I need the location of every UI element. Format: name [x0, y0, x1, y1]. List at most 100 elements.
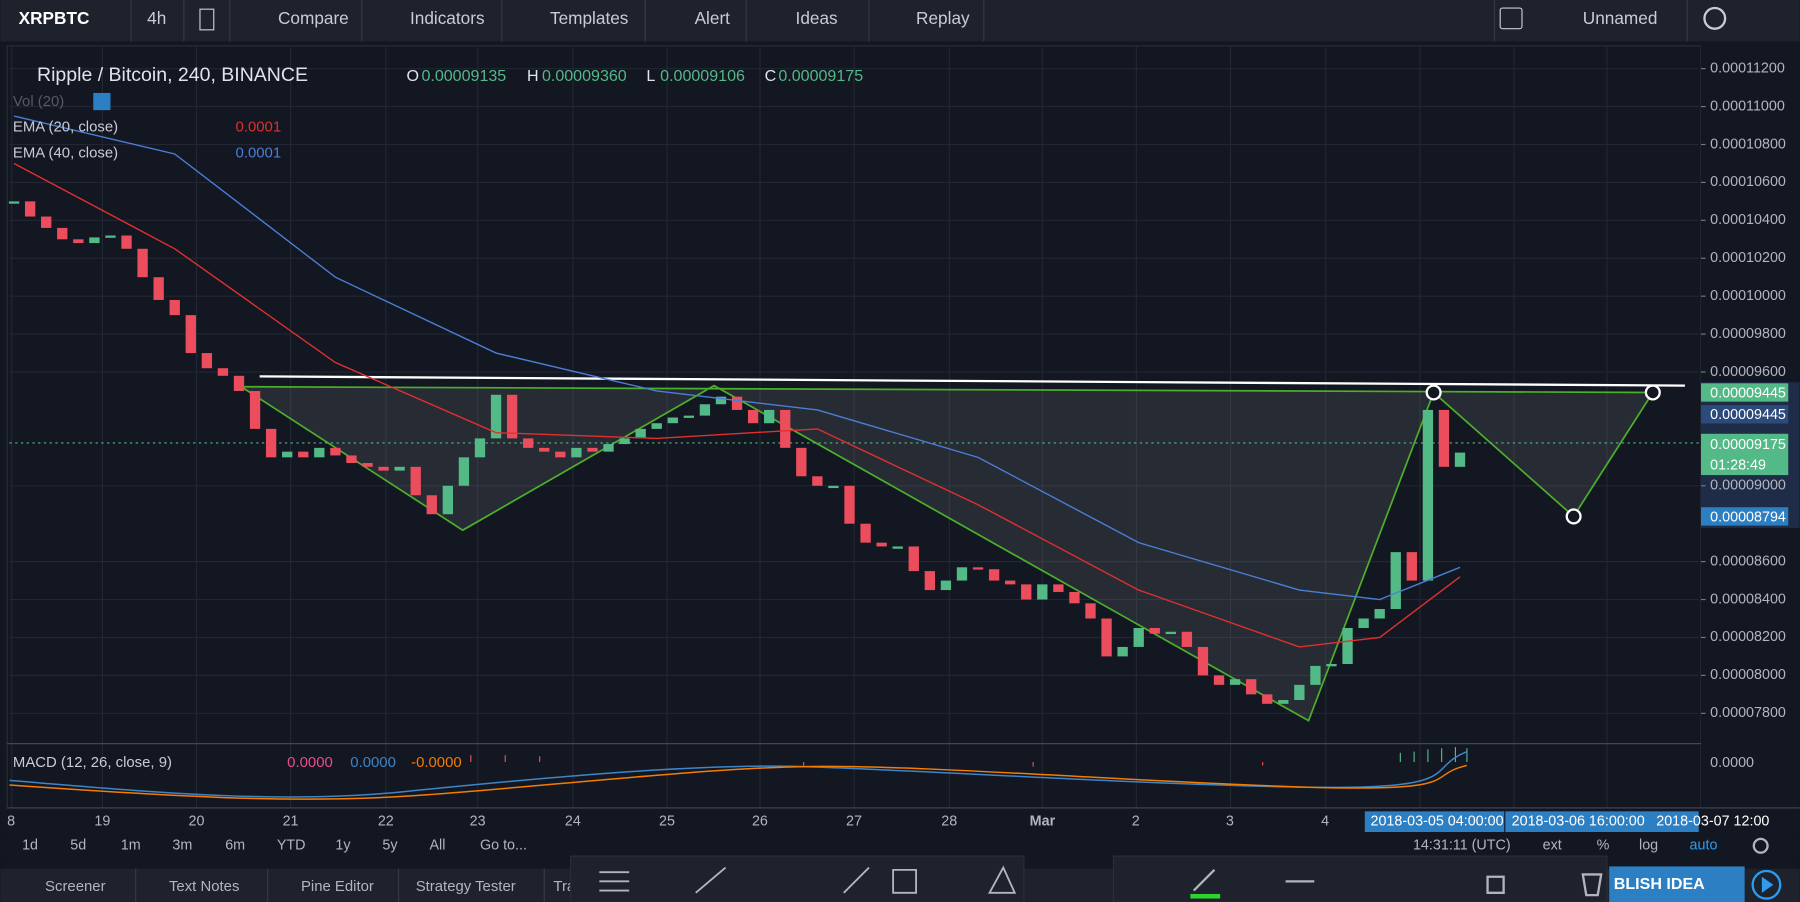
candle	[796, 447, 807, 477]
candle	[1053, 584, 1064, 592]
ema40-line	[13, 115, 1461, 601]
alert[interactable]: Alert	[695, 8, 731, 28]
publish-button[interactable]	[1609, 866, 1745, 902]
settings-icon[interactable]	[1752, 837, 1769, 854]
neckline[interactable]	[259, 375, 1685, 387]
ideas[interactable]: Ideas	[796, 8, 838, 28]
candle	[73, 239, 84, 244]
drawing-tools[interactable]	[1192, 869, 1603, 897]
ema20-line	[13, 162, 1461, 648]
time-label: 22	[378, 813, 394, 829]
countdown: 01:28:49	[1710, 458, 1766, 474]
candle	[1245, 679, 1257, 695]
play-button[interactable]	[1751, 869, 1782, 900]
volume-label[interactable]: Vol (20)	[13, 94, 64, 110]
candle	[249, 390, 261, 429]
candle	[1037, 584, 1048, 600]
range[interactable]: 6m	[225, 838, 245, 854]
handle[interactable]	[1425, 384, 1442, 401]
candle	[330, 447, 341, 456]
option[interactable]: log	[1639, 838, 1658, 854]
tab[interactable]: Screener	[45, 879, 106, 895]
candle	[683, 415, 695, 418]
price-tag: 0.00008794	[1710, 509, 1786, 525]
candle	[217, 368, 229, 376]
candle	[1117, 646, 1128, 657]
candle	[41, 216, 52, 228]
drawing-tools[interactable]	[599, 865, 1017, 894]
range[interactable]: 3m	[172, 838, 192, 854]
range[interactable]: 5y	[382, 838, 398, 854]
price-series	[8, 115, 1466, 704]
play-icon[interactable]	[1761, 876, 1774, 893]
tab[interactable]: Pine Editor	[301, 879, 374, 895]
candle	[24, 201, 36, 217]
indicators[interactable]: Indicators	[410, 8, 485, 28]
handle[interactable]	[1565, 508, 1582, 525]
signal-line	[9, 764, 1468, 800]
range[interactable]: 1y	[335, 838, 351, 854]
y-tick-label: 0.00010200	[1710, 250, 1786, 266]
tag-bg	[1701, 405, 1789, 424]
pattern-drawing[interactable]	[238, 384, 1655, 722]
compare[interactable]: Compare	[278, 8, 349, 28]
range[interactable]: YTD	[277, 838, 306, 854]
candle	[314, 447, 325, 458]
candle	[490, 394, 502, 439]
symbol[interactable]: XRPBTC	[19, 8, 90, 28]
drawing-toolbar[interactable]	[570, 855, 1025, 902]
ema20-label[interactable]: EMA (20, close)	[13, 119, 118, 135]
legend-title[interactable]: Ripple / Bitcoin, 240, BINANCE	[37, 64, 308, 86]
tab[interactable]: Text Notes	[169, 879, 239, 895]
time-label: 4	[1321, 813, 1329, 829]
candle	[185, 315, 196, 354]
candle	[1294, 684, 1305, 701]
candle	[426, 495, 437, 515]
interval[interactable]: 4h	[147, 8, 166, 28]
candle	[89, 237, 100, 244]
candle	[233, 375, 245, 391]
eye-icon[interactable]	[93, 92, 111, 111]
templates[interactable]: Templates	[550, 8, 628, 28]
candle	[571, 447, 582, 458]
y-tick-label: 0.00011000	[1710, 98, 1785, 114]
tabs: Screener Text Notes Pine Editor Strategy…	[0, 855, 1800, 902]
option[interactable]: ext	[1543, 838, 1562, 854]
replay[interactable]: Replay	[916, 8, 970, 28]
candle	[1454, 452, 1466, 467]
candle	[378, 466, 389, 471]
candle	[282, 451, 293, 458]
range[interactable]: 1m	[121, 838, 141, 854]
y-tick-label: 0.00009000	[1710, 478, 1786, 494]
candle	[731, 396, 743, 410]
price-tag: 0.00009175	[1710, 437, 1786, 453]
handle[interactable]	[1644, 384, 1661, 401]
candle-icon[interactable]	[199, 8, 215, 31]
tab[interactable]: Strategy Tester	[416, 879, 516, 895]
candle	[394, 466, 405, 471]
time-label: 21	[283, 813, 299, 829]
ohlc-key: O	[407, 67, 419, 85]
range[interactable]: 5d	[70, 838, 86, 854]
settings-icon[interactable]	[1703, 6, 1727, 30]
range[interactable]: All	[429, 838, 445, 854]
option[interactable]: %	[1597, 838, 1610, 854]
drawing-toolbar[interactable]	[1112, 855, 1608, 902]
candle	[860, 523, 871, 543]
layout-name[interactable]: Unnamed	[1583, 8, 1658, 28]
range[interactable]: 1d	[22, 838, 38, 854]
time-tag: 2018-03-07 12:00	[1656, 813, 1769, 829]
candle	[265, 428, 277, 458]
fullscreen-box[interactable]	[1499, 7, 1523, 30]
candle	[121, 235, 132, 249]
publish-text[interactable]: BLISH IDEA	[1614, 875, 1705, 893]
candle	[8, 201, 20, 204]
time-label: 26	[752, 813, 768, 829]
goto[interactable]: Go to...	[480, 838, 527, 854]
candle	[346, 455, 357, 464]
macd-label[interactable]: MACD (12, 26, close, 9)	[13, 755, 172, 771]
macd-value: 0.0000	[350, 755, 396, 771]
ema40-label[interactable]: EMA (40, close)	[13, 146, 118, 162]
option[interactable]: auto	[1690, 838, 1718, 854]
